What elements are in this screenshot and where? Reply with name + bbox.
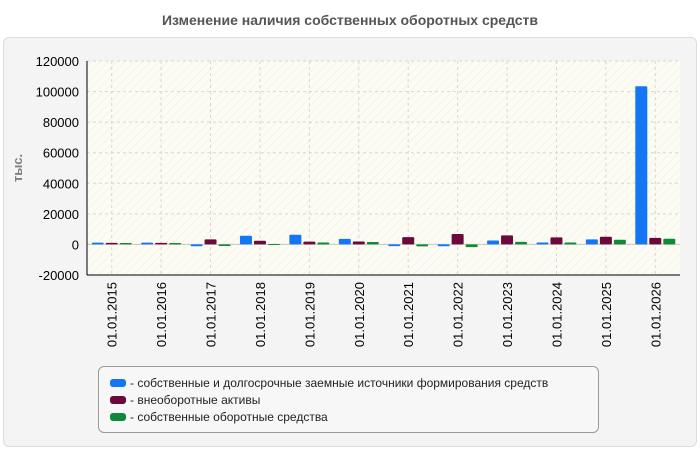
bar-series-2-01.01.2023[interactable] bbox=[501, 235, 514, 245]
legend-swatch-sources bbox=[110, 378, 126, 387]
bar-series-2-01.01.2024[interactable] bbox=[550, 237, 563, 245]
bar-series-1-01.01.2024[interactable] bbox=[536, 242, 549, 245]
x-tick-label: 01.01.2018 bbox=[253, 282, 268, 347]
x-tick-label: 01.01.2015 bbox=[105, 282, 120, 347]
bar-series-1-01.01.2026[interactable] bbox=[635, 86, 648, 245]
legend-label-sources: - собственные и долгосрочные заемные ист… bbox=[130, 375, 549, 390]
x-tick-label: 01.01.2023 bbox=[500, 282, 515, 347]
bar-series-3-01.01.2019[interactable] bbox=[317, 242, 330, 245]
x-tick-label: 01.01.2026 bbox=[648, 282, 663, 347]
legend-swatch-working-capital bbox=[110, 412, 126, 421]
legend-item-noncurrent-assets[interactable]: - внеоборотные активы bbox=[110, 391, 598, 408]
plot-area-hatch bbox=[87, 61, 680, 275]
y-tick-label: 20000 bbox=[43, 207, 79, 222]
bar-series-3-01.01.2021[interactable] bbox=[416, 244, 429, 247]
bar-series-1-01.01.2017[interactable] bbox=[190, 244, 203, 247]
legend-item-sources[interactable]: - собственные и долгосрочные заемные ист… bbox=[110, 374, 598, 391]
bar-series-2-01.01.2022[interactable] bbox=[451, 234, 464, 245]
bar-series-3-01.01.2022[interactable] bbox=[465, 244, 478, 248]
y-tick-labels: -20000 0 20000 40000 60000 80000 100000 120000 bbox=[36, 54, 79, 283]
x-tick-label: 01.01.2019 bbox=[302, 282, 317, 347]
chart-title: Изменение наличия собственных оборотных … bbox=[161, 12, 539, 28]
bar-series-3-01.01.2018[interactable] bbox=[267, 243, 280, 245]
x-tick-label: 01.01.2021 bbox=[401, 282, 416, 347]
legend-label-working-capital: - собственные оборотные средства bbox=[130, 409, 328, 424]
y-tick-label: 120000 bbox=[36, 54, 79, 69]
y-tick-label: -20000 bbox=[39, 268, 79, 283]
bar-series-2-01.01.2017[interactable] bbox=[204, 239, 217, 245]
bar-series-2-01.01.2026[interactable] bbox=[649, 237, 662, 245]
bar-series-2-01.01.2021[interactable] bbox=[402, 237, 415, 245]
y-tick-label: 100000 bbox=[36, 85, 79, 100]
bar-series-2-01.01.2019[interactable] bbox=[303, 241, 316, 245]
x-tick-label: 01.01.2017 bbox=[204, 282, 219, 347]
bar-series-1-01.01.2025[interactable] bbox=[585, 239, 598, 245]
legend-item-working-capital[interactable]: - собственные оборотные средства bbox=[110, 408, 598, 425]
y-tick-label: 0 bbox=[72, 237, 79, 252]
bar-series-3-01.01.2026[interactable] bbox=[663, 238, 676, 245]
bar-series-1-01.01.2023[interactable] bbox=[487, 240, 500, 245]
bar-series-3-01.01.2017[interactable] bbox=[218, 244, 231, 246]
x-tick-label: 01.01.2022 bbox=[451, 282, 466, 347]
bar-series-1-01.01.2016[interactable] bbox=[141, 242, 154, 245]
y-tick-label: 40000 bbox=[43, 176, 79, 191]
legend-label-noncurrent-assets: - внеоборотные активы bbox=[130, 392, 261, 407]
bar-series-3-01.01.2020[interactable] bbox=[366, 241, 379, 245]
bar-series-3-01.01.2024[interactable] bbox=[564, 242, 577, 245]
bar-series-1-01.01.2019[interactable] bbox=[289, 234, 302, 245]
y-axis-label: тыс. bbox=[10, 154, 25, 182]
x-tick-label: 01.01.2025 bbox=[599, 282, 614, 347]
bars-group bbox=[91, 86, 676, 248]
bar-series-2-01.01.2018[interactable] bbox=[253, 240, 266, 245]
x-tick-label: 01.01.2020 bbox=[352, 282, 367, 347]
y-tick-label: 80000 bbox=[43, 115, 79, 130]
bar-series-3-01.01.2015[interactable] bbox=[119, 243, 132, 245]
bar-series-2-01.01.2020[interactable] bbox=[352, 241, 365, 245]
bar-series-3-01.01.2023[interactable] bbox=[515, 241, 528, 245]
bar-series-2-01.01.2015[interactable] bbox=[105, 242, 118, 245]
bar-series-1-01.01.2021[interactable] bbox=[388, 244, 401, 247]
bar-series-1-01.01.2018[interactable] bbox=[239, 235, 252, 245]
bar-series-3-01.01.2025[interactable] bbox=[613, 239, 626, 245]
bar-series-1-01.01.2020[interactable] bbox=[338, 238, 351, 245]
bar-series-1-01.01.2015[interactable] bbox=[91, 242, 104, 245]
x-tick-label: 01.01.2024 bbox=[549, 282, 564, 347]
legend: - собственные и долгосрочные заемные ист… bbox=[98, 366, 599, 433]
bar-series-2-01.01.2025[interactable] bbox=[599, 236, 612, 245]
legend-swatch-noncurrent-assets bbox=[110, 395, 126, 404]
bar-series-3-01.01.2016[interactable] bbox=[169, 243, 182, 245]
bar-series-1-01.01.2022[interactable] bbox=[437, 244, 450, 247]
x-tick-labels: 01.01.2015 01.01.2016 01.01.2017 01.01.2018… bbox=[105, 282, 664, 347]
bar-series-2-01.01.2016[interactable] bbox=[155, 242, 168, 245]
y-tick-label: 60000 bbox=[43, 146, 79, 161]
x-tick-label: 01.01.2016 bbox=[154, 282, 169, 347]
